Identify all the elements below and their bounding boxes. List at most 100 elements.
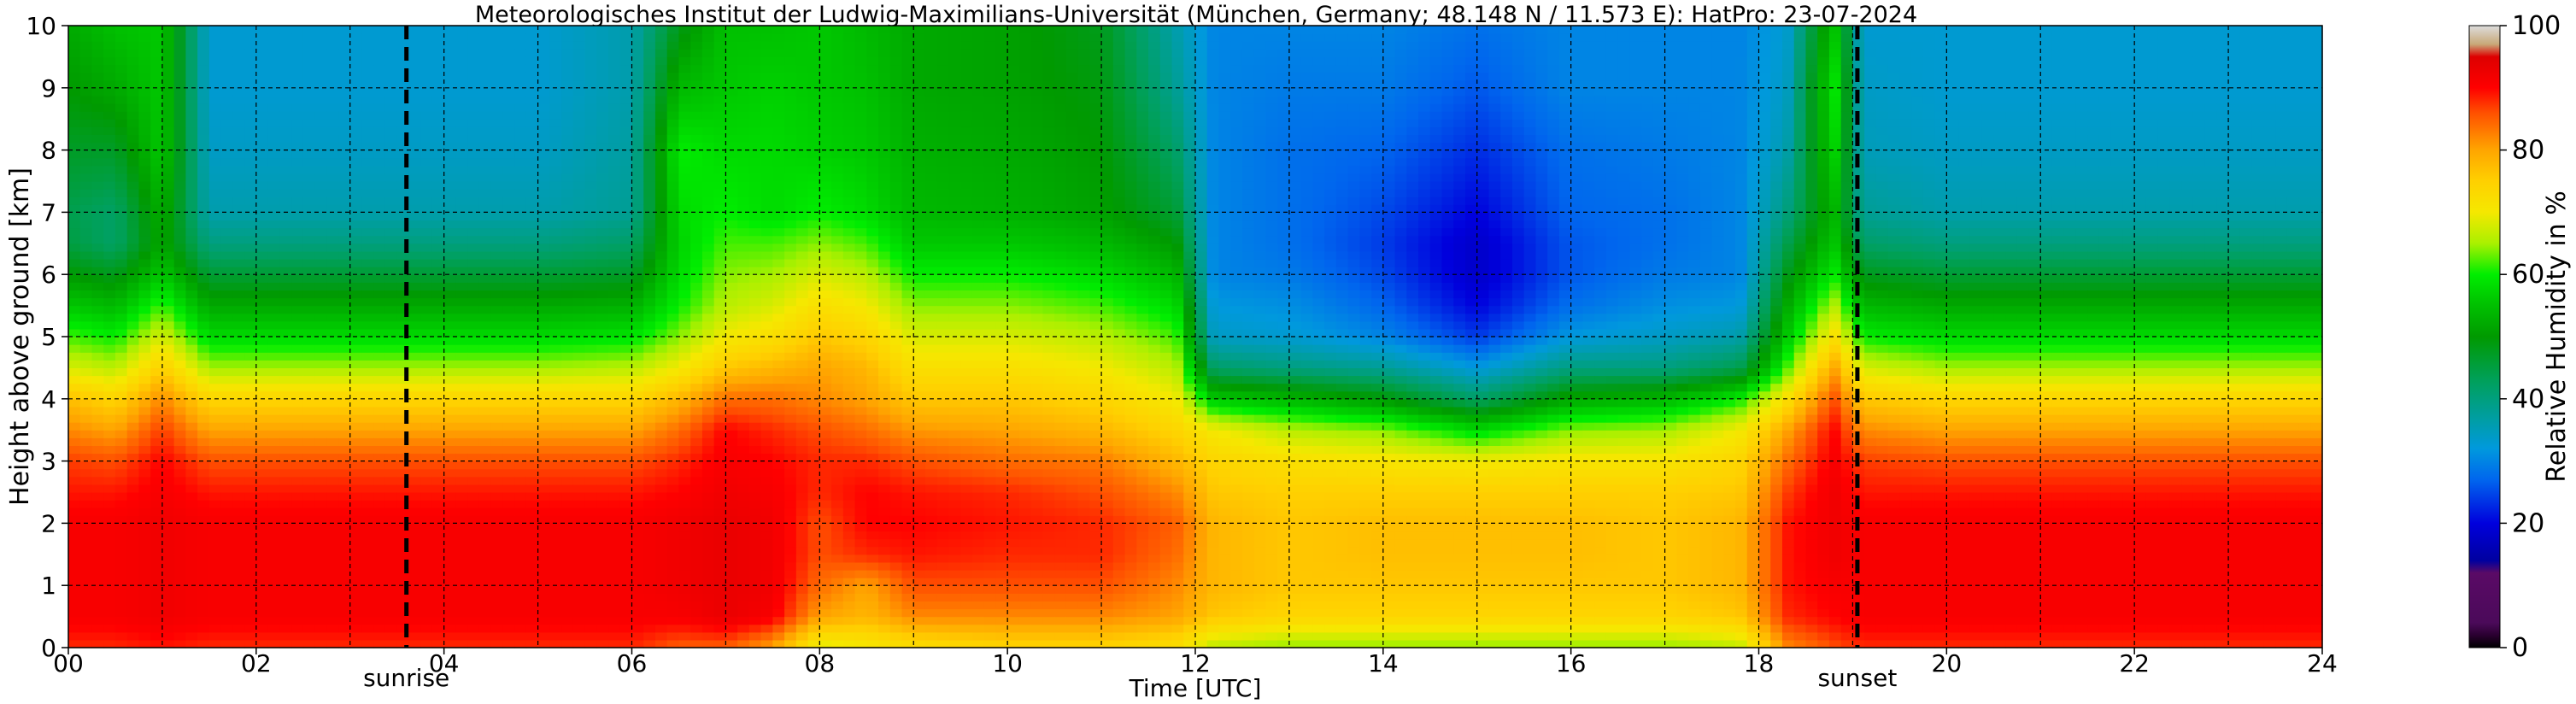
heatmap-cell (795, 616, 809, 625)
heatmap-cell (232, 49, 245, 57)
heatmap-cell (537, 422, 550, 431)
heatmap-cell (291, 274, 304, 283)
heatmap-cell (490, 414, 503, 423)
heatmap-cell (690, 87, 703, 97)
heatmap-cell (326, 390, 339, 400)
heatmap-cell (467, 585, 480, 594)
heatmap-cell (478, 313, 492, 322)
heatmap-cell (666, 87, 680, 97)
heatmap-cell (666, 453, 680, 462)
heatmap-cell (197, 297, 210, 307)
heatmap-cell (678, 585, 691, 594)
heatmap-cell (232, 227, 245, 237)
heatmap-cell (361, 111, 374, 120)
heatmap-cell (114, 538, 128, 548)
heatmap-cell (68, 585, 81, 594)
heatmap-cell (455, 119, 468, 127)
heatmap-cell (326, 538, 339, 548)
heatmap-cell (396, 189, 410, 197)
heatmap-cell (349, 445, 363, 455)
heatmap-cell (373, 103, 386, 112)
heatmap-cell (631, 561, 644, 571)
heatmap-cell (549, 72, 562, 81)
heatmap-cell (748, 422, 762, 431)
heatmap-cell (537, 290, 550, 299)
heatmap-cell (420, 367, 433, 377)
heatmap-cell (690, 134, 703, 144)
heatmap-cell (314, 492, 327, 501)
heatmap-cell (138, 430, 151, 438)
heatmap-cell (643, 157, 656, 167)
heatmap-cell (619, 578, 633, 586)
heatmap-cell (584, 181, 597, 190)
heatmap-cell (619, 601, 633, 610)
heatmap-cell (795, 375, 809, 384)
heatmap-cell (713, 111, 727, 120)
heatmap-cell (431, 430, 445, 438)
heatmap-cell (619, 570, 633, 578)
heatmap-cell (467, 352, 480, 361)
heatmap-cell (784, 523, 797, 532)
heatmap-cell (748, 398, 762, 408)
heatmap-cell (68, 352, 81, 361)
heatmap-cell (502, 531, 515, 540)
heatmap-cell (737, 79, 750, 89)
heatmap-cell (114, 297, 128, 307)
heatmap-cell (608, 220, 621, 229)
heatmap-cell (197, 500, 210, 508)
heatmap-cell (619, 119, 633, 127)
heatmap-cell (514, 72, 527, 81)
heatmap-cell (784, 157, 797, 167)
heatmap-cell (572, 204, 586, 213)
heatmap-cell (232, 64, 245, 73)
heatmap-cell (760, 608, 773, 618)
heatmap-cell (713, 189, 727, 197)
heatmap-cell (784, 414, 797, 423)
heatmap-cell (443, 181, 457, 190)
heatmap-cell (690, 453, 703, 462)
heatmap-cell (244, 476, 257, 485)
heatmap-cell (232, 220, 245, 229)
heatmap-cell (232, 445, 245, 455)
heatmap-cell (138, 259, 151, 267)
heatmap-cell (678, 290, 691, 299)
heatmap-cell (455, 72, 468, 81)
heatmap-cell (291, 111, 304, 120)
heatmap-cell (173, 267, 186, 275)
heatmap-cell (584, 531, 597, 540)
heatmap-cell (772, 624, 785, 633)
heatmap-cell (701, 624, 715, 633)
heatmap-cell (173, 103, 186, 112)
heatmap-cell (138, 631, 151, 641)
heatmap-cell (784, 461, 797, 470)
heatmap-cell (443, 212, 457, 221)
heatmap-cell (420, 250, 433, 260)
heatmap-cell (114, 523, 128, 532)
heatmap-cell (643, 328, 656, 337)
heatmap-cell (291, 227, 304, 237)
heatmap-cell (68, 507, 81, 516)
heatmap-cell (338, 72, 351, 81)
heatmap-cell (255, 639, 269, 648)
heatmap-cell (549, 181, 562, 190)
heatmap-cell (631, 406, 644, 415)
heatmap-cell (279, 220, 292, 229)
heatmap-cell (103, 538, 116, 548)
heatmap-cell (525, 181, 539, 190)
heatmap-cell (232, 437, 245, 446)
heatmap-cell (244, 406, 257, 415)
heatmap-cell (79, 72, 93, 81)
heatmap-cell (126, 476, 140, 485)
heatmap-cell (68, 624, 81, 633)
heatmap-cell (114, 546, 128, 555)
heatmap-cell (455, 227, 468, 237)
heatmap-cell (220, 150, 233, 159)
heatmap-cell (561, 546, 574, 555)
heatmap-cell (455, 484, 468, 493)
heatmap-cell (455, 259, 468, 267)
heatmap-cell (725, 72, 738, 81)
heatmap-cell (361, 313, 374, 322)
heatmap-cell (725, 305, 738, 314)
heatmap-cell (126, 367, 140, 377)
heatmap-cell (619, 367, 633, 377)
